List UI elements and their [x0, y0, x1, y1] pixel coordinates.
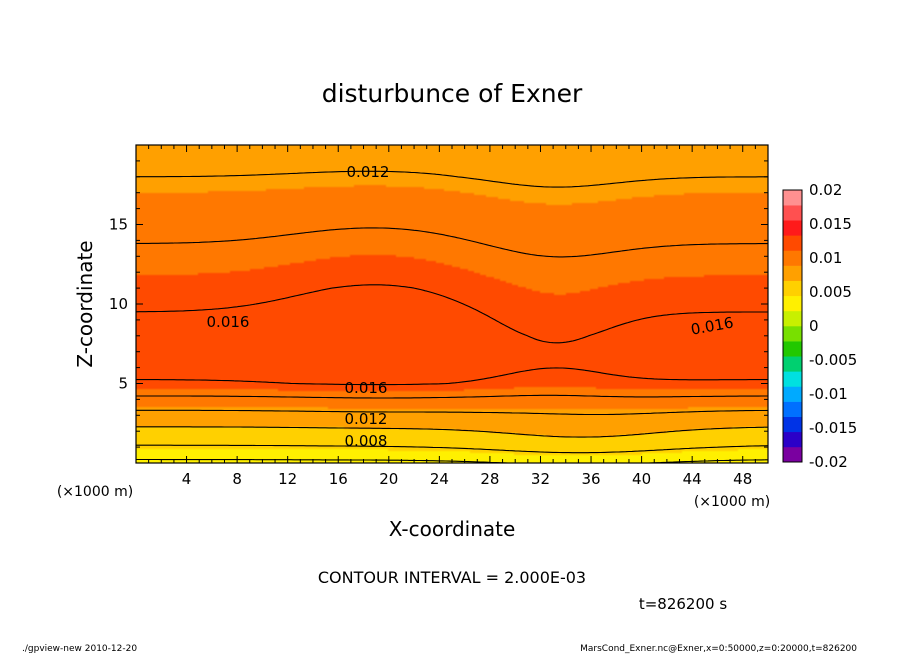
colorbar-frame — [782, 189, 803, 463]
colorbar-tick-label: 0 — [809, 317, 819, 335]
contour-label: 0.008 — [345, 432, 388, 450]
colorbar-tick-label: 0.005 — [809, 283, 852, 301]
field-raster — [136, 145, 768, 463]
contour-label: 0.016 — [345, 379, 388, 397]
x-axis: 4 8 12 16 20 24 28 32 36 40 44 48 — [135, 145, 769, 488]
colorbar-tick-label: 0.015 — [809, 215, 852, 233]
colorbar-tick-labels: 0.02 0.015 0.01 0.005 0 -0.005 -0.01 -0.015 -0.0… — [809, 181, 857, 471]
colorbar-segment — [783, 310, 802, 327]
colorbar-segment — [783, 220, 802, 236]
colorbar-segment — [783, 295, 802, 312]
contour-line — [136, 227, 768, 399]
x-tick-label: 40 — [632, 470, 651, 488]
x-tick-label: 4 — [182, 470, 192, 488]
contour-line — [136, 170, 768, 416]
colorbar — [782, 189, 803, 463]
colorbar-segment — [783, 280, 802, 297]
contour-label: 0.012 — [345, 410, 388, 428]
x-tick-label: 16 — [329, 470, 348, 488]
footer-right: MarsCond_Exner.nc@Exner,x=0:50000,z=0:20… — [580, 644, 857, 654]
colorbar-segment — [783, 416, 802, 433]
time-text: t=826200 s — [639, 595, 727, 613]
colorbar-tick-label: -0.01 — [809, 385, 848, 403]
colorbar-segment — [783, 431, 802, 448]
colorbar-segment — [783, 401, 802, 417]
contour-line — [136, 444, 768, 454]
x-tick-label: 24 — [430, 470, 449, 488]
contour-line — [136, 426, 768, 438]
colorbar-segment — [783, 265, 802, 281]
x-tick-label: 28 — [480, 470, 499, 488]
x-unit-left: (×1000 m) — [57, 484, 133, 500]
y-axis: 5 10 15 — [109, 144, 768, 464]
colorbar-segment — [783, 356, 802, 372]
colorbar-tick-label: 0.01 — [809, 249, 842, 267]
x-tick-label: 20 — [379, 470, 398, 488]
x-tick-label: 44 — [683, 470, 702, 488]
contour-label: 0.016 — [207, 313, 250, 331]
contour-line — [136, 284, 768, 386]
contour-label: 0.012 — [347, 163, 390, 181]
colorbar-segment — [783, 235, 802, 251]
contour-lines — [136, 170, 768, 463]
footer-left: ./gpview-new 2010-12-20 — [22, 644, 137, 654]
colorbar-segment — [783, 341, 802, 357]
x-tick-label: 48 — [733, 470, 752, 488]
x-unit-right: (×1000 m) — [694, 494, 770, 510]
y-tick-label: 10 — [109, 295, 128, 313]
colorbar-tick-label: -0.015 — [809, 419, 857, 437]
colorbar-segment — [783, 371, 802, 387]
y-tick-label: 5 — [118, 375, 128, 393]
colorbar-segment — [783, 386, 802, 402]
colorbar-tick-label: 0.02 — [809, 181, 842, 199]
contour-interval-text: CONTOUR INTERVAL = 2.000E-03 — [318, 568, 586, 587]
y-axis-label: Z-coordinate — [73, 240, 97, 367]
contour-field — [136, 145, 768, 463]
colorbar-segment — [783, 190, 802, 206]
colorbar-segment — [783, 326, 802, 342]
x-axis-label: X-coordinate — [389, 517, 516, 541]
colorbar-segment — [783, 250, 802, 266]
x-tick-label: 8 — [232, 470, 242, 488]
y-tick-label: 15 — [109, 216, 128, 234]
colorbar-tick-label: -0.005 — [809, 351, 857, 369]
x-tick-label: 12 — [278, 470, 297, 488]
colorbar-segment — [783, 446, 802, 463]
x-tick-label: 36 — [581, 470, 600, 488]
colorbar-segment — [783, 205, 802, 221]
colorbar-tick-label: -0.02 — [809, 453, 848, 471]
x-tick-label: 32 — [531, 470, 550, 488]
chart-title: disturbunce of Exner — [322, 79, 583, 108]
